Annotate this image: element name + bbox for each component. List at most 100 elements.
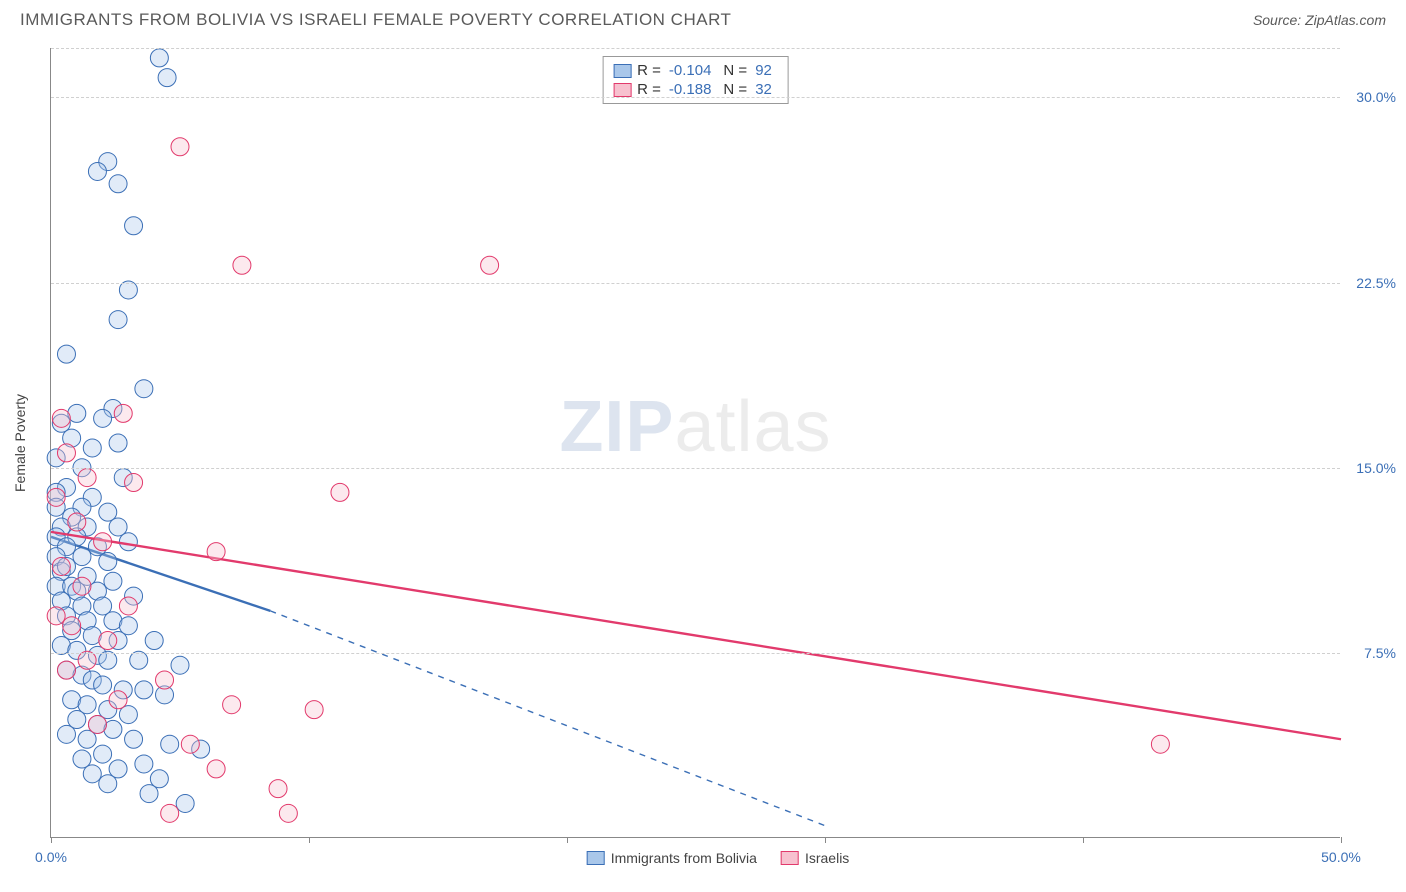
scatter-point <box>140 785 158 803</box>
scatter-point <box>279 804 297 822</box>
scatter-point <box>94 409 112 427</box>
scatter-point <box>161 804 179 822</box>
ytick-label: 15.0% <box>1346 460 1396 476</box>
scatter-point <box>109 311 127 329</box>
scatter-point <box>109 175 127 193</box>
source-label: Source: ZipAtlas.com <box>1253 12 1386 28</box>
legend-r-value: -0.104 <box>669 62 712 79</box>
scatter-point <box>52 557 70 575</box>
ytick-label: 7.5% <box>1346 645 1396 661</box>
scatter-point <box>176 794 194 812</box>
scatter-point <box>47 488 65 506</box>
scatter-point <box>94 533 112 551</box>
xtick <box>309 837 310 843</box>
chart-container: Female Poverty ZIPatlas R =-0.104 N =92 … <box>50 48 1386 838</box>
legend-top-row: R = -0.104 N = 92 <box>613 61 778 80</box>
scatter-point <box>171 656 189 674</box>
xtick <box>825 837 826 843</box>
scatter-point <box>223 696 241 714</box>
scatter-point <box>125 730 143 748</box>
scatter-point <box>125 217 143 235</box>
scatter-point <box>94 745 112 763</box>
legend-r-label: R = <box>637 62 661 79</box>
ytick-label: 22.5% <box>1346 275 1396 291</box>
legend-n-value: 92 <box>755 62 772 79</box>
scatter-point <box>94 676 112 694</box>
gridline <box>51 283 1340 284</box>
legend-r-label: R = <box>637 81 661 98</box>
scatter-point <box>161 735 179 753</box>
legend-series-label: Israelis <box>805 850 849 866</box>
scatter-point <box>78 469 96 487</box>
scatter-point <box>233 256 251 274</box>
scatter-point <box>125 474 143 492</box>
plot-area: ZIPatlas R =-0.104 N =92 R =-0.188 N =32… <box>50 48 1340 838</box>
chart-title: IMMIGRANTS FROM BOLIVIA VS ISRAELI FEMAL… <box>20 10 731 30</box>
scatter-point <box>99 632 117 650</box>
xtick <box>1083 837 1084 843</box>
scatter-point <box>109 691 127 709</box>
scatter-point <box>135 380 153 398</box>
scatter-point <box>181 735 199 753</box>
scatter-point <box>158 69 176 87</box>
scatter-point <box>57 725 75 743</box>
scatter-point <box>145 632 163 650</box>
legend-bottom-item: Israelis <box>781 850 849 866</box>
legend-bottom: Immigrants from Bolivia Israelis <box>587 850 850 866</box>
scatter-point <box>99 651 117 669</box>
legend-swatch <box>781 851 799 865</box>
legend-n-label: N = <box>723 81 747 98</box>
scatter-point <box>119 281 137 299</box>
xtick <box>51 837 52 843</box>
xtick-label: 50.0% <box>1321 849 1361 865</box>
scatter-point <box>305 701 323 719</box>
legend-swatch <box>613 83 631 97</box>
scatter-point <box>83 439 101 457</box>
scatter-point <box>150 49 168 67</box>
scatter-point <box>68 513 86 531</box>
plot-svg <box>51 48 1340 837</box>
scatter-point <box>135 755 153 773</box>
legend-top-row: R = -0.188 N = 32 <box>613 80 778 99</box>
scatter-point <box>47 607 65 625</box>
scatter-point <box>99 775 117 793</box>
scatter-point <box>114 404 132 422</box>
legend-bottom-item: Immigrants from Bolivia <box>587 850 757 866</box>
gridline <box>51 97 1340 98</box>
trend-line <box>51 532 1341 739</box>
scatter-point <box>104 572 122 590</box>
scatter-point <box>57 444 75 462</box>
scatter-point <box>99 553 117 571</box>
scatter-point <box>88 162 106 180</box>
scatter-point <box>156 671 174 689</box>
xtick-label: 0.0% <box>35 849 67 865</box>
scatter-point <box>88 715 106 733</box>
gridline <box>51 468 1340 469</box>
xtick <box>1341 837 1342 843</box>
scatter-point <box>119 533 137 551</box>
scatter-point <box>73 548 91 566</box>
legend-r-value: -0.188 <box>669 81 712 98</box>
scatter-point <box>52 409 70 427</box>
legend-n-value: 32 <box>755 81 772 98</box>
scatter-point <box>331 483 349 501</box>
scatter-point <box>269 780 287 798</box>
legend-series-label: Immigrants from Bolivia <box>611 850 757 866</box>
scatter-point <box>207 760 225 778</box>
y-axis-label: Female Poverty <box>12 394 28 492</box>
scatter-point <box>83 765 101 783</box>
scatter-point <box>135 681 153 699</box>
scatter-point <box>63 617 81 635</box>
scatter-point <box>57 661 75 679</box>
scatter-point <box>78 651 96 669</box>
gridline <box>51 653 1340 654</box>
legend-swatch <box>613 64 631 78</box>
ytick-label: 30.0% <box>1346 89 1396 105</box>
legend-n-label: N = <box>723 62 747 79</box>
gridline <box>51 48 1340 49</box>
scatter-point <box>207 543 225 561</box>
legend-swatch <box>587 851 605 865</box>
scatter-point <box>481 256 499 274</box>
scatter-point <box>171 138 189 156</box>
scatter-point <box>57 345 75 363</box>
